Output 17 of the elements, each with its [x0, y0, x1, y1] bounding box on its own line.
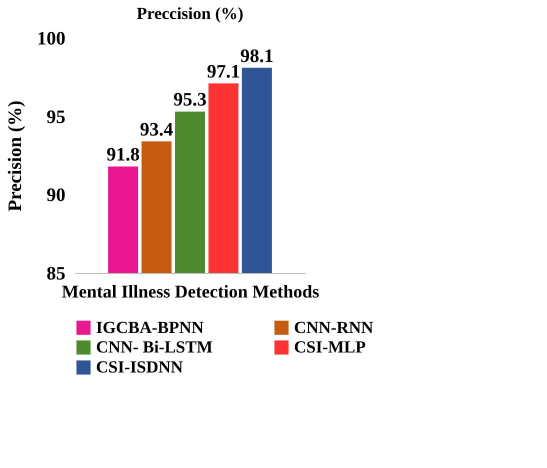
data-label: 93.4 — [140, 119, 174, 140]
y-tick-label: 100 — [37, 28, 66, 50]
legend-label: CNN-RNN — [294, 318, 374, 337]
data-label: 98.1 — [240, 46, 274, 67]
legend-label: CNN- Bi-LSTM — [96, 338, 213, 356]
x-axis-title: Mental Illness Detection Methods — [62, 282, 320, 302]
legend-label: CSI-ISDNN — [96, 358, 184, 376]
y-tick-label: 90 — [46, 185, 66, 206]
data-label: 91.8 — [106, 144, 140, 166]
data-label: 95.3 — [173, 90, 207, 111]
y-axis-title: Precision (%) — [5, 100, 26, 212]
chart-title: Preccision (%) — [136, 4, 244, 23]
y-tick-label: 95 — [46, 106, 66, 128]
legend-label: CSI-MLP — [294, 338, 366, 356]
legend-label: IGCBA-BPNN — [96, 318, 204, 337]
data-label: 97.1 — [206, 61, 240, 82]
y-tick-label: 85 — [46, 264, 66, 284]
